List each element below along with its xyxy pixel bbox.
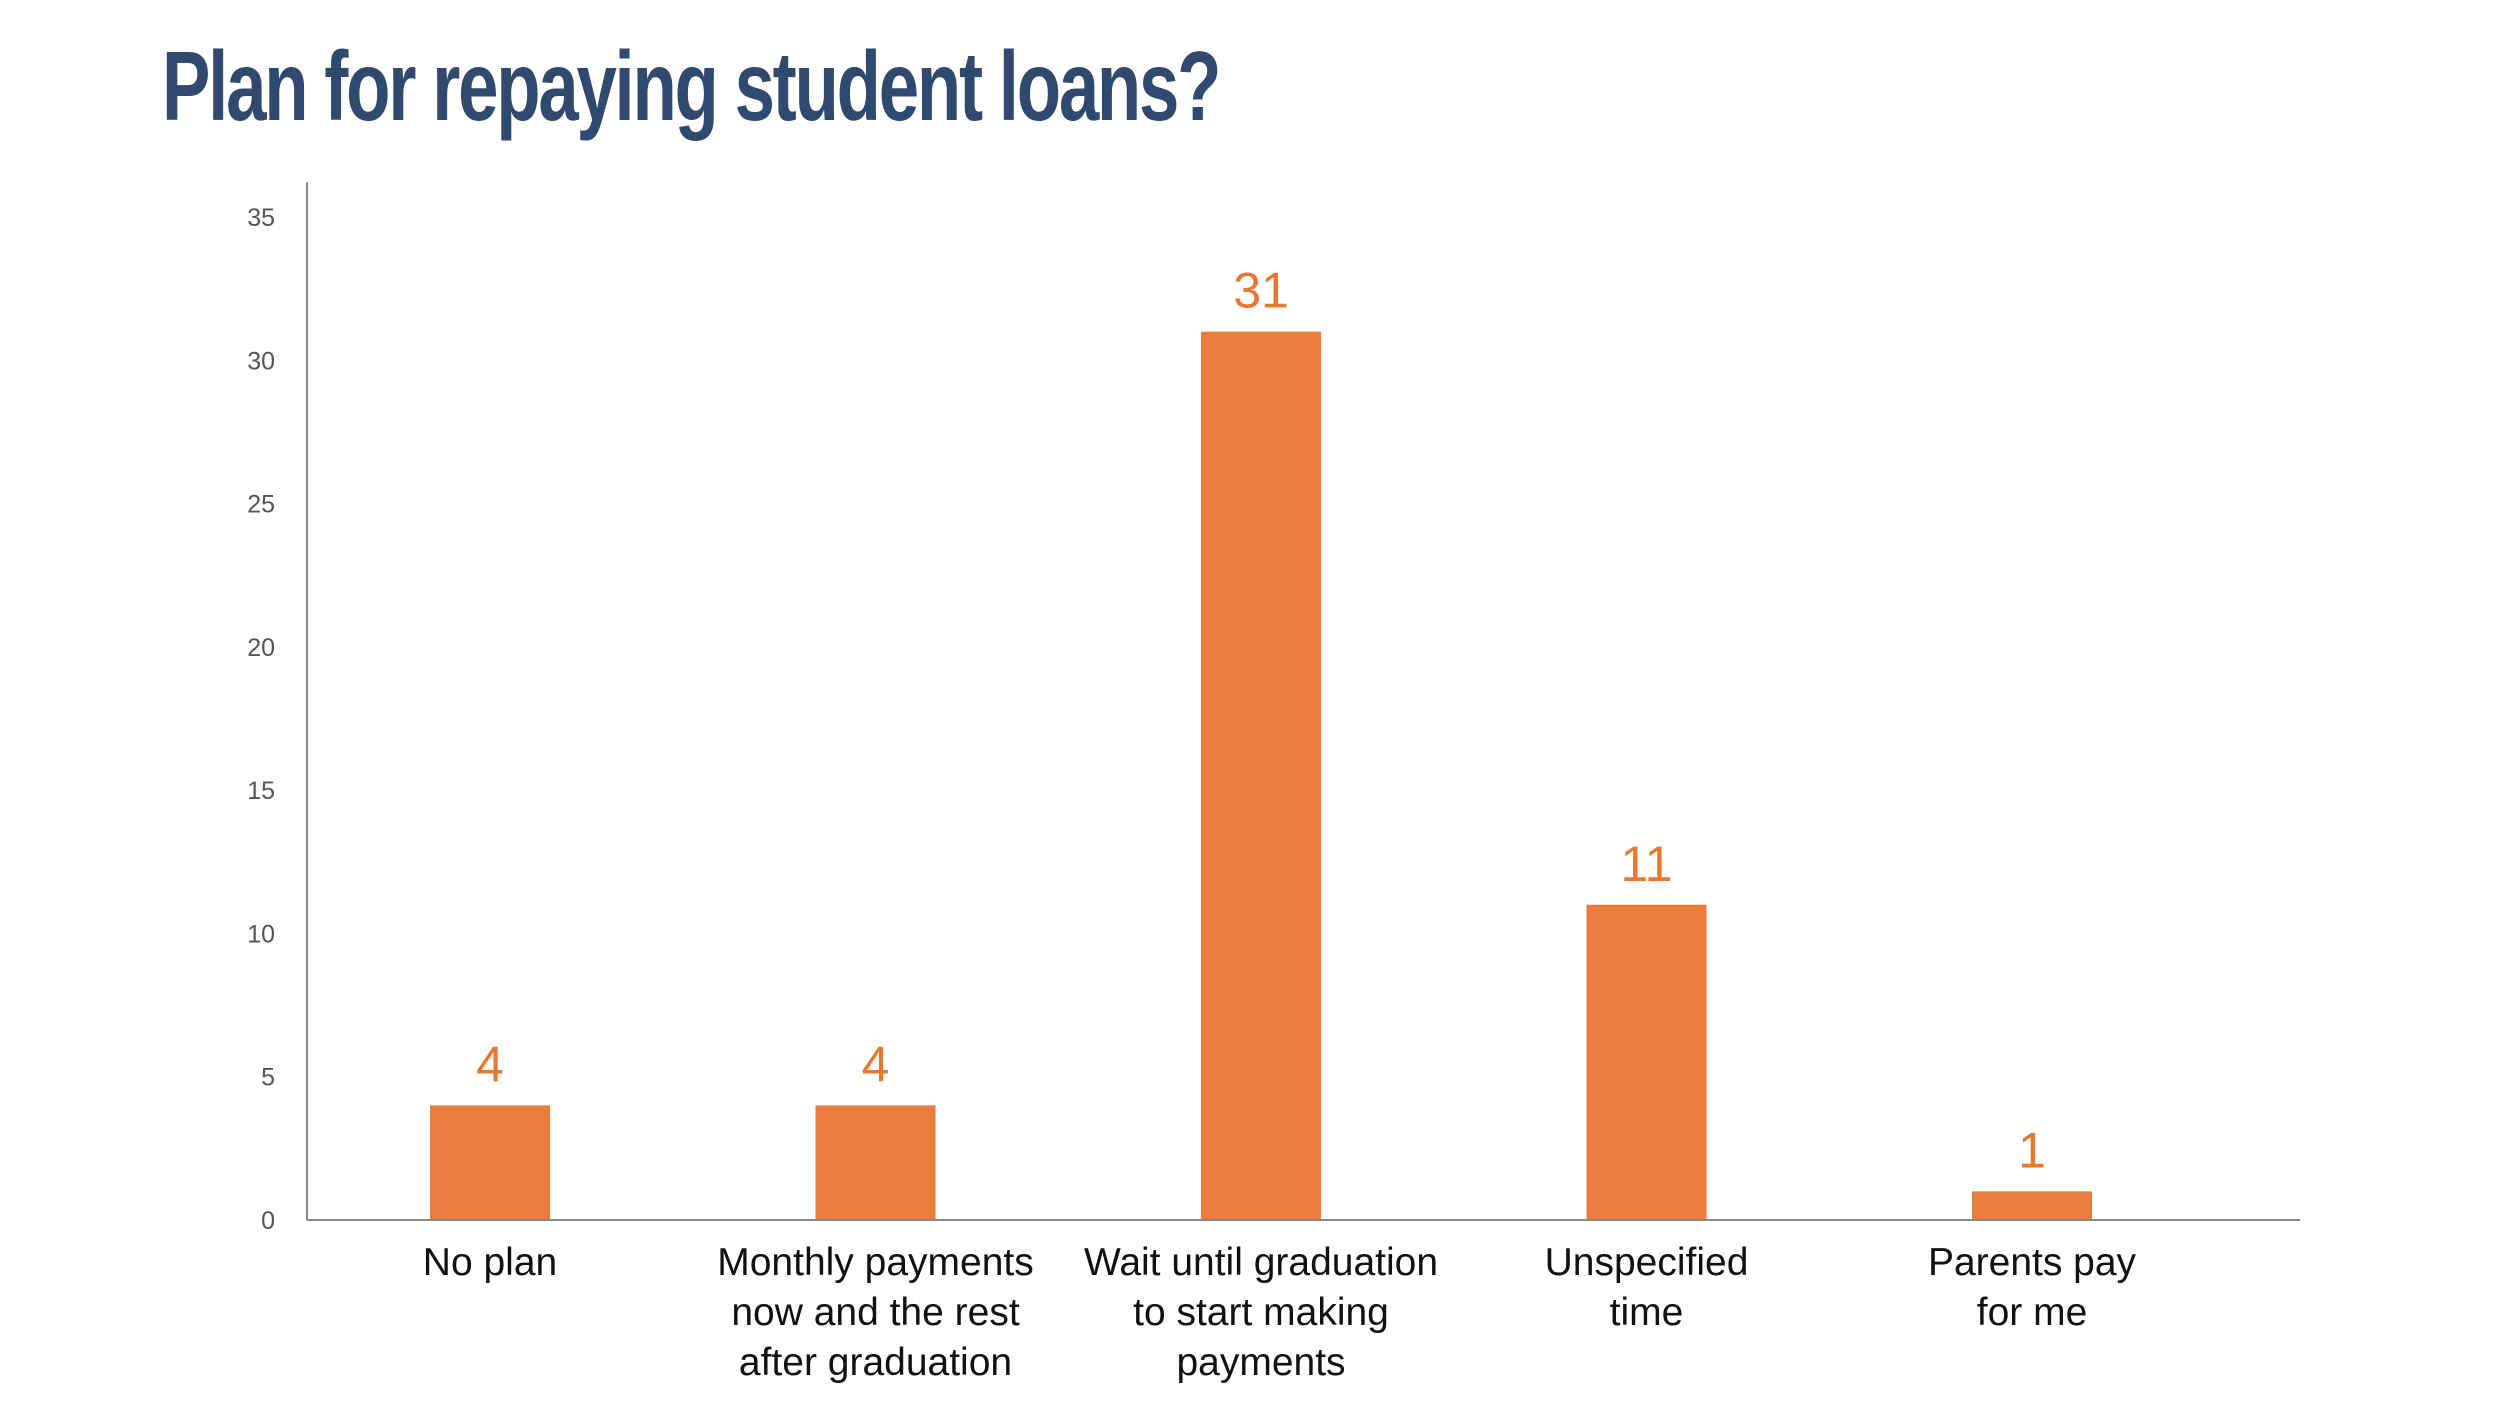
category-label: to start making [1133, 1291, 1389, 1334]
bar [1586, 904, 1707, 1220]
category-label: for me [1977, 1291, 2088, 1334]
bar-value-label: 4 [476, 1036, 504, 1092]
bar [430, 1105, 550, 1220]
bar [1972, 1191, 2092, 1220]
category-label: Unspecified [1545, 1241, 1749, 1284]
category-label: time [1610, 1291, 1684, 1334]
bar-value-label: 31 [1233, 263, 1289, 319]
y-tick-label: 10 [247, 920, 275, 948]
bar [1201, 331, 1321, 1221]
y-tick-label: 20 [247, 634, 275, 662]
category-label: payments [1176, 1341, 1345, 1384]
y-tick-label: 0 [261, 1207, 275, 1235]
category-label: Wait until graduation [1084, 1241, 1438, 1284]
category-labels: No plan Monthly payments now and the rest a… [423, 1241, 2137, 1384]
category-label: Monthly payments [717, 1241, 1033, 1284]
bar-value-label: 4 [862, 1036, 890, 1092]
category-label: Parents pay [1928, 1241, 2137, 1284]
category-label: No plan [423, 1241, 557, 1284]
y-tick-label: 35 [247, 204, 275, 232]
bars [430, 331, 2092, 1221]
category-label: after graduation [739, 1341, 1012, 1384]
chart-title: Plan for repaying student loans? [162, 31, 1221, 141]
bar [815, 1105, 936, 1220]
y-tick-label: 25 [247, 491, 275, 519]
bar-value-label: 11 [1621, 836, 1673, 892]
y-tick-label: 5 [261, 1064, 275, 1092]
y-tick-label: 30 [247, 347, 275, 375]
y-tick-label: 15 [247, 777, 275, 805]
y-axis-ticks: 0 5 10 15 20 25 30 35 [247, 204, 275, 1235]
bar-value-label: 1 [2018, 1122, 2046, 1178]
category-label: now and the rest [731, 1291, 1020, 1334]
